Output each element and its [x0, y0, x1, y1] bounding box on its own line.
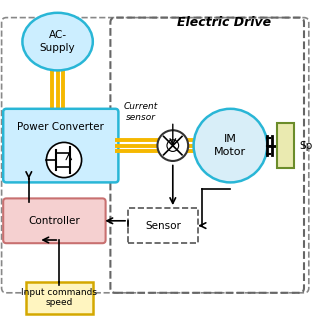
Circle shape	[157, 130, 188, 161]
Ellipse shape	[22, 13, 93, 70]
FancyBboxPatch shape	[277, 123, 294, 168]
Text: Sensor: Sensor	[145, 220, 181, 231]
Text: IM
Motor: IM Motor	[214, 134, 246, 157]
Text: Current
sensor: Current sensor	[124, 102, 158, 122]
Text: Sp: Sp	[299, 140, 312, 151]
Text: Electric Drive: Electric Drive	[177, 16, 271, 29]
Text: Input commands
speed: Input commands speed	[21, 288, 97, 307]
Circle shape	[46, 142, 82, 178]
FancyBboxPatch shape	[26, 282, 93, 314]
Ellipse shape	[194, 109, 267, 182]
FancyBboxPatch shape	[3, 198, 106, 243]
FancyBboxPatch shape	[128, 208, 198, 243]
Text: Power Converter: Power Converter	[17, 122, 104, 132]
Text: AC-
Supply: AC- Supply	[40, 30, 76, 53]
Text: Controller: Controller	[28, 216, 80, 226]
FancyBboxPatch shape	[3, 109, 118, 182]
